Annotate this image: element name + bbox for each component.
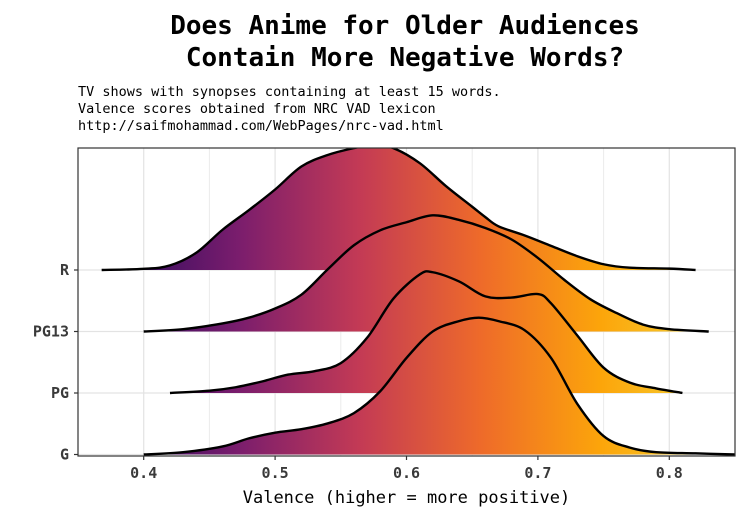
x-tick-label-0: 0.4 bbox=[130, 464, 157, 482]
ridge-fill-R bbox=[101, 148, 696, 270]
ridge-fill-G bbox=[143, 317, 735, 455]
ridge-line-R bbox=[101, 148, 696, 272]
y-tick-label-G: G bbox=[60, 446, 69, 464]
x-tick-label-2: 0.6 bbox=[393, 464, 420, 482]
x-axis-tick-labels: 0.4 0.5 0.6 0.7 0.8 bbox=[130, 456, 683, 482]
x-tick-label-4: 0.8 bbox=[656, 464, 683, 482]
x-tick-label-3: 0.7 bbox=[524, 464, 551, 482]
subtitle-line-3: http://saifmohammad.com/WebPages/nrc-vad… bbox=[78, 118, 444, 134]
ridge-line-G bbox=[143, 316, 735, 456]
y-axis-tick-labels: G PG PG13 R bbox=[33, 261, 78, 464]
subtitle-line-2: Valence scores obtained from NRC VAD lex… bbox=[78, 101, 436, 117]
chart-subtitle: TV shows with synopses containing at lea… bbox=[78, 84, 501, 134]
ridge-line-PG13 bbox=[143, 214, 709, 333]
density-ridges bbox=[101, 148, 735, 456]
ridge-G bbox=[143, 316, 735, 456]
y-tick-label-R: R bbox=[60, 261, 70, 279]
x-axis-label: Valence (higher = more positive) bbox=[243, 488, 571, 508]
x-tick-label-1: 0.5 bbox=[262, 464, 289, 482]
subtitle-line-1: TV shows with synopses containing at lea… bbox=[78, 84, 501, 100]
y-tick-label-PG: PG bbox=[51, 384, 69, 402]
ridge-R bbox=[101, 148, 696, 272]
ridge-line-PG bbox=[169, 270, 683, 395]
title-line-1: Does Anime for Older Audiences bbox=[170, 11, 640, 41]
y-tick-label-PG13: PG13 bbox=[33, 323, 69, 341]
title-line-2: Contain More Negative Words? bbox=[186, 43, 624, 73]
